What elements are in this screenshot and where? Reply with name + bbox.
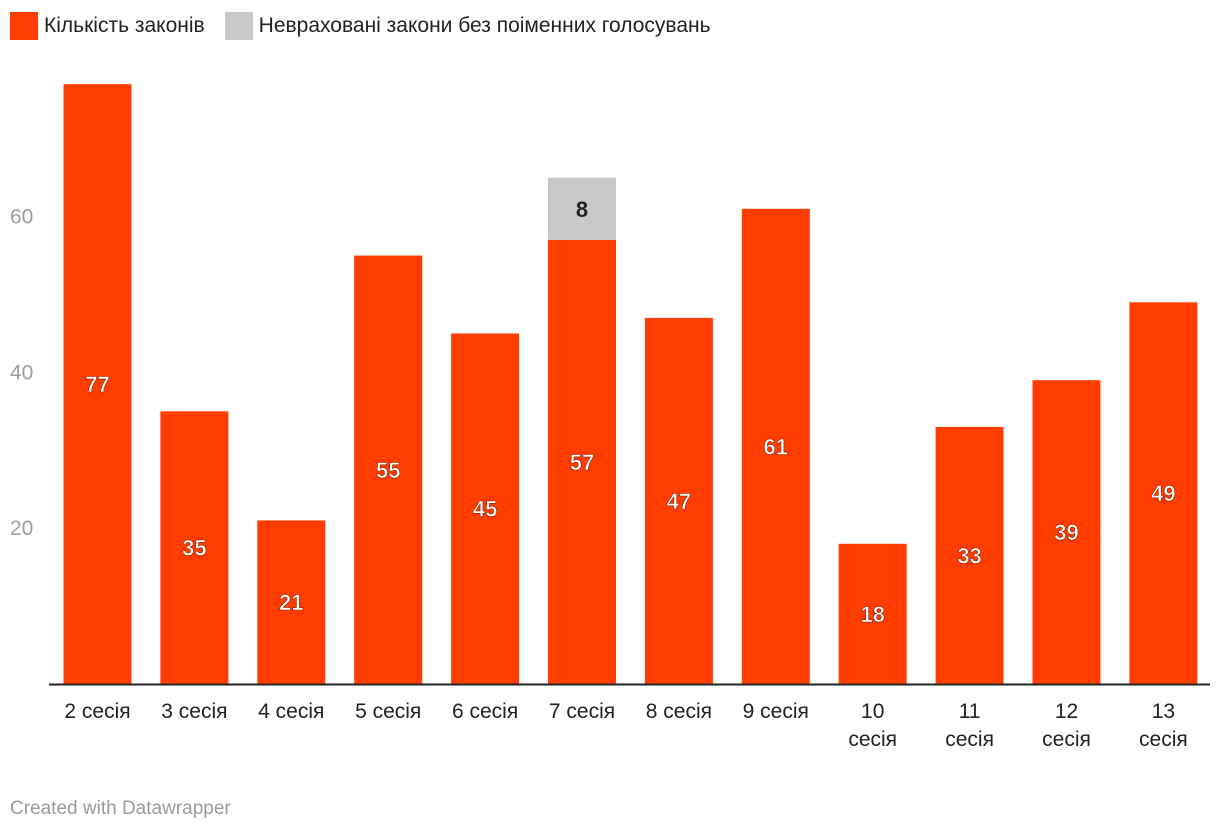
bar-series0-1 — [160, 411, 229, 684]
bar-value-label-series0-5: 57 — [570, 450, 594, 475]
bar-value-label-series0-8: 18 — [860, 602, 884, 627]
bar-value-label-series1-5: 8 — [576, 197, 588, 222]
bar-series0-3 — [354, 255, 423, 685]
bar-value-label-series0-4: 45 — [473, 497, 497, 522]
legend-label-laws-count: Кількість законів — [44, 14, 205, 37]
x-tick-label-7-0: 9 сесія — [743, 700, 809, 723]
bar-value-label-series0-11: 49 — [1151, 481, 1175, 506]
legend-swatch-uncounted-laws — [224, 12, 253, 40]
bar-series0-2 — [257, 520, 326, 684]
x-tick-label-6-0: 8 сесія — [646, 700, 712, 723]
legend-label-uncounted-laws: Невраховані закони без поіменних голосув… — [258, 14, 711, 37]
x-tick-label-11-1: сесія — [1139, 728, 1188, 751]
x-tick-label-10-0: 12 — [1055, 700, 1078, 723]
bar-series0-6 — [644, 317, 713, 684]
datawrapper-credit: Created with Datawrapper — [10, 798, 231, 819]
bar-value-label-series0-2: 21 — [279, 590, 303, 615]
x-tick-label-9-1: сесія — [945, 728, 994, 751]
bar-series1-5 — [548, 177, 616, 240]
bar-value-label-series0-10: 39 — [1054, 520, 1078, 545]
bar-value-label-series0-9: 33 — [957, 543, 981, 568]
y-tick-label-60: 60 — [10, 206, 33, 229]
bar-series0-11 — [1129, 302, 1198, 684]
bar-series0-4 — [451, 333, 520, 684]
chart-legend: Кількість законів Невраховані закони без… — [10, 12, 731, 40]
bar-series0-10 — [1032, 380, 1101, 684]
bar-series0-0 — [63, 84, 132, 685]
x-tick-label-1-0: 3 сесія — [161, 700, 227, 723]
bar-series0-8 — [838, 543, 907, 684]
bar-series0-9 — [935, 426, 1004, 684]
x-tick-label-11-0: 13 — [1152, 700, 1175, 723]
bar-value-label-series0-6: 47 — [667, 489, 691, 514]
bar-chart: 20 40 60 77 2 сесія 35 3 сесія 21 4 сесія 55 5 сес… — [10, 84, 1210, 751]
x-tick-label-10-1: сесія — [1042, 728, 1091, 751]
bar-value-label-series0-3: 55 — [376, 458, 400, 483]
legend-item-laws-count: Кількість законів — [10, 12, 205, 40]
bar-value-label-series0-0: 77 — [85, 372, 109, 397]
x-tick-label-3-0: 5 сесія — [355, 700, 421, 723]
legend-swatch-laws-count — [10, 12, 38, 40]
x-tick-label-0-0: 2 сесія — [64, 700, 130, 723]
bar-series0-7 — [741, 208, 810, 684]
x-tick-label-5-0: 7 сесія — [549, 700, 615, 723]
bar-value-label-series0-1: 35 — [182, 536, 206, 561]
x-tick-label-8-0: 10 — [861, 700, 884, 723]
x-tick-label-8-1: сесія — [848, 728, 897, 751]
x-tick-label-4-0: 6 сесія — [452, 700, 518, 723]
bar-value-label-series0-7: 61 — [764, 434, 788, 459]
legend-item-uncounted-laws: Невраховані закони без поіменних голосув… — [224, 12, 711, 40]
x-tick-label-2-0: 4 сесія — [258, 700, 324, 723]
x-tick-label-9-0: 11 — [959, 700, 981, 723]
y-tick-label-40: 40 — [10, 361, 33, 384]
bar-series0-5 — [548, 239, 616, 684]
y-tick-label-20: 20 — [10, 517, 33, 540]
